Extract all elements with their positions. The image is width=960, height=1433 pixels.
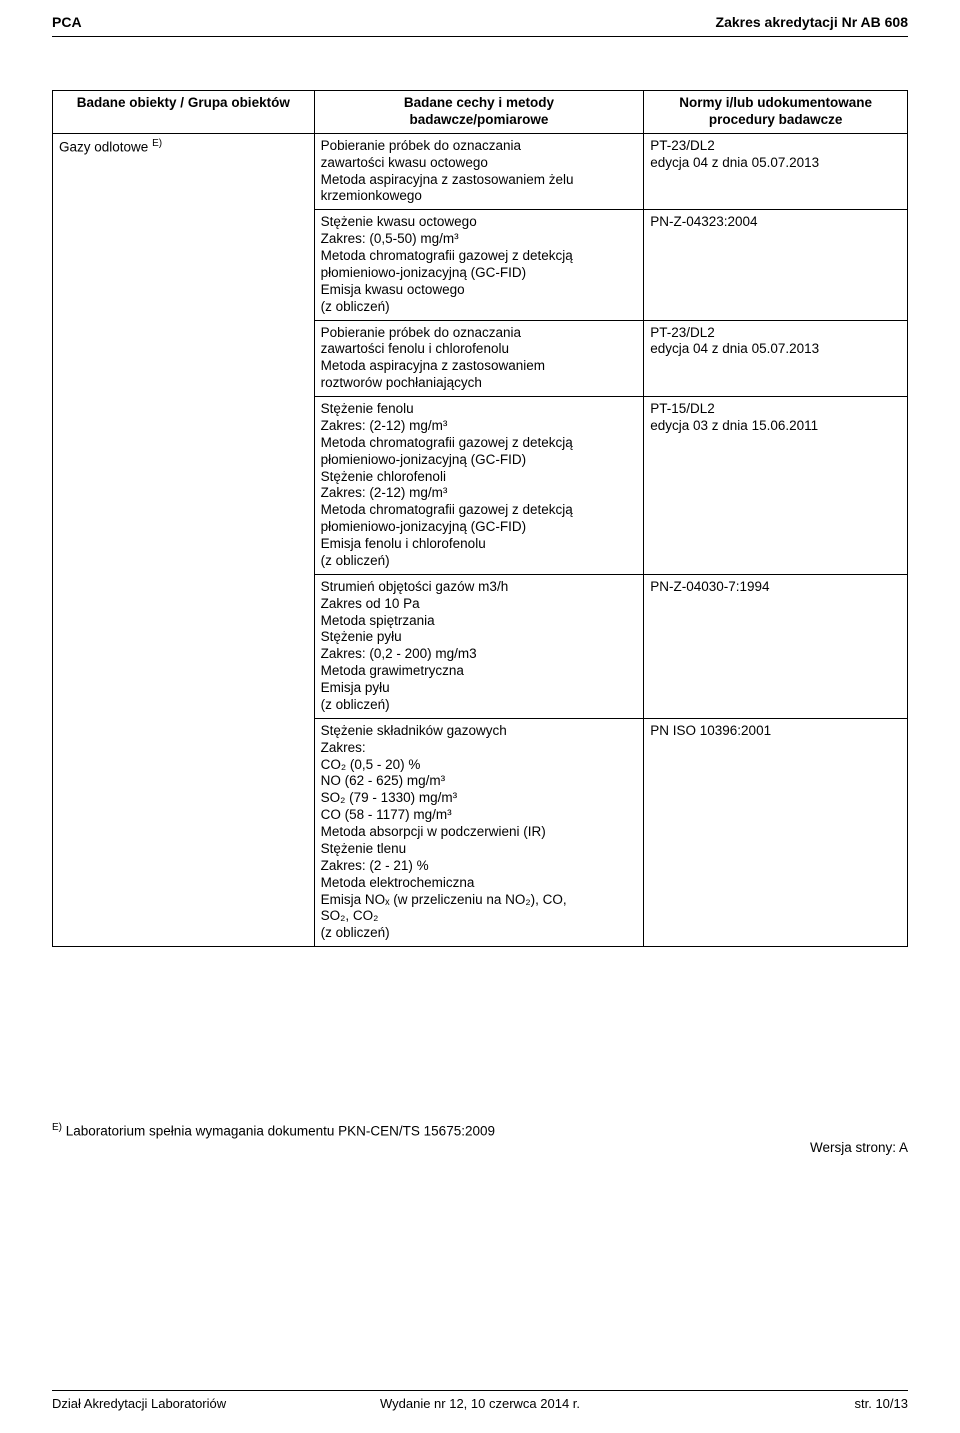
footer-right: str. 10/13 [854, 1396, 908, 1411]
col-header-norms-line2: procedury badawcze [709, 112, 843, 127]
table-header-row: Badane obiekty / Grupa obiektów Badane c… [53, 91, 908, 134]
table-row: Gazy odlotowe E) Pobieranie próbek do ozn… [53, 133, 908, 210]
col-header-objects: Badane obiekty / Grupa obiektów [53, 91, 315, 134]
accreditation-table: Badane obiekty / Grupa obiektów Badane c… [52, 90, 908, 947]
cell-method: Strumień objętości gazów m3/hZakres od 1… [314, 574, 644, 718]
footer-center: Wydanie nr 12, 10 czerwca 2014 r. [0, 1396, 960, 1411]
cell-method: Pobieranie próbek do oznaczaniazawartośc… [314, 320, 644, 397]
col-header-norms: Normy i/lub udokumentowane procedury bad… [644, 91, 908, 134]
cell-norm: PN-Z-04323:2004 [644, 210, 908, 320]
footer-rule [52, 1390, 908, 1391]
cell-norm: PT-23/DL2edycja 04 z dnia 05.07.2013 [644, 320, 908, 397]
page-version: Wersja strony: A [810, 1140, 908, 1155]
footnote: E) Laboratorium spełnia wymagania dokume… [52, 1122, 495, 1139]
objects-label: Gazy odlotowe [59, 139, 152, 154]
cell-method: Pobieranie próbek do oznaczaniazawartośc… [314, 133, 644, 210]
cell-norm: PN ISO 10396:2001 [644, 718, 908, 946]
cell-method: Stężenie składników gazowychZakres:CO₂ (… [314, 718, 644, 946]
cell-method: Stężenie kwasu octowegoZakres: (0,5-50) … [314, 210, 644, 320]
cell-method: Stężenie fenoluZakres: (2-12) mg/m³Metod… [314, 397, 644, 575]
col-header-methods-line2: badawcze/pomiarowe [410, 112, 549, 127]
col-header-methods-line1: Badane cechy i metody [404, 95, 554, 110]
cell-norm: PT-23/DL2edycja 04 z dnia 05.07.2013 [644, 133, 908, 210]
header-rule [52, 36, 908, 37]
cell-norm: PT-15/DL2edycja 03 z dnia 15.06.2011 [644, 397, 908, 575]
footer-page-number: 10/13 [875, 1396, 908, 1411]
footnote-text: Laboratorium spełnia wymagania dokumentu… [62, 1124, 495, 1139]
col-header-norms-line1: Normy i/lub udokumentowane [679, 95, 872, 110]
header-right: Zakres akredytacji Nr AB 608 [716, 14, 908, 30]
header-left: PCA [52, 14, 82, 30]
col-header-methods: Badane cechy i metody badawcze/pomiarowe [314, 91, 644, 134]
footnote-sup: E) [52, 1122, 62, 1133]
table-body: Gazy odlotowe E)Pobieranie próbek do ozn… [53, 133, 908, 946]
footer-page-label: str. [854, 1396, 871, 1411]
objects-sup: E) [152, 138, 162, 149]
cell-objects: Gazy odlotowe E) [53, 133, 315, 946]
cell-norm: PN-Z-04030-7:1994 [644, 574, 908, 718]
